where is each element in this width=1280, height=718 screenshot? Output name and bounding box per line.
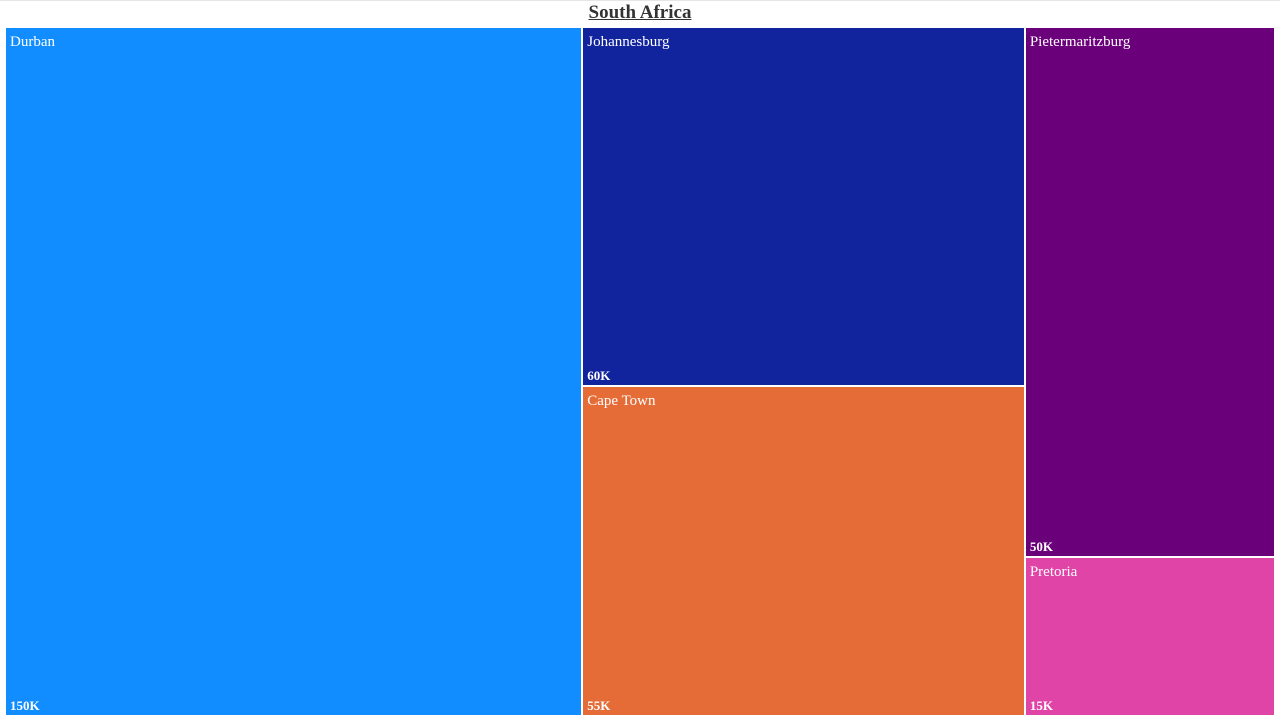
tile-durban[interactable]: Durban 150K <box>5 27 583 716</box>
tile-label-pretoria: Pretoria <box>1029 564 1078 580</box>
tile-cape-town[interactable]: Cape Town 55K <box>582 386 1025 716</box>
treemap: Durban 150K Johannesburg 60K Cape Town 55K Pie… <box>5 27 1275 716</box>
tile-value-johannesburg: 60K <box>587 368 611 384</box>
tile-pretoria[interactable]: Pretoria 15K <box>1024 557 1275 716</box>
tile-label-cape-town: Cape Town <box>587 393 656 410</box>
tile-value-pretoria: 15K <box>1029 698 1053 713</box>
tile-label-johannesburg: Johannesburg <box>587 34 670 50</box>
chart-title: South Africa <box>588 2 692 23</box>
tile-value-pietermaritzburg: 50K <box>1029 539 1053 554</box>
tile-value-durban: 150K <box>10 698 40 713</box>
tile-johannesburg[interactable]: Johannesburg 60K <box>582 27 1025 387</box>
tile-label-durban: Durban <box>10 34 55 50</box>
tile-pietermaritzburg[interactable]: Pietermaritzburg 50K <box>1024 27 1275 557</box>
tile-value-cape-town: 55K <box>587 697 611 713</box>
tile-label-pietermaritzburg: Pietermaritzburg <box>1029 34 1131 50</box>
